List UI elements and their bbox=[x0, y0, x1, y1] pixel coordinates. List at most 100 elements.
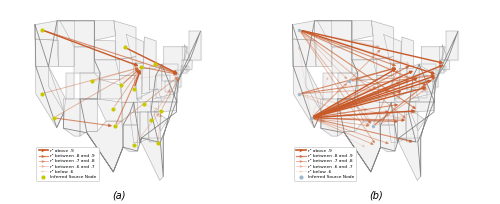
Polygon shape bbox=[384, 34, 401, 63]
Polygon shape bbox=[440, 47, 445, 60]
Polygon shape bbox=[60, 21, 94, 47]
Polygon shape bbox=[292, 21, 314, 40]
Polygon shape bbox=[154, 111, 168, 131]
Polygon shape bbox=[352, 40, 373, 60]
Polygon shape bbox=[377, 75, 395, 102]
Polygon shape bbox=[150, 64, 162, 90]
Legend: r² above .9, r² between .8 and .9, r² between .7 and .8, r² between .6 and .7, r: r² above .9, r² between .8 and .9, r² be… bbox=[36, 147, 98, 181]
Polygon shape bbox=[391, 102, 416, 112]
Polygon shape bbox=[414, 75, 428, 98]
Polygon shape bbox=[57, 21, 74, 66]
Polygon shape bbox=[400, 37, 413, 68]
Polygon shape bbox=[185, 45, 190, 60]
Polygon shape bbox=[440, 61, 450, 70]
Text: (a): (a) bbox=[112, 190, 126, 200]
Polygon shape bbox=[318, 21, 352, 47]
Polygon shape bbox=[176, 81, 178, 89]
Polygon shape bbox=[137, 89, 162, 102]
Polygon shape bbox=[142, 138, 163, 180]
Polygon shape bbox=[164, 47, 186, 75]
Polygon shape bbox=[338, 73, 357, 99]
Polygon shape bbox=[422, 81, 435, 92]
Polygon shape bbox=[398, 112, 406, 143]
Polygon shape bbox=[412, 111, 425, 131]
Polygon shape bbox=[48, 66, 66, 112]
Polygon shape bbox=[380, 102, 395, 125]
Polygon shape bbox=[114, 21, 136, 60]
Polygon shape bbox=[314, 21, 332, 66]
Polygon shape bbox=[35, 39, 58, 66]
Polygon shape bbox=[100, 79, 122, 99]
Polygon shape bbox=[36, 66, 64, 128]
Polygon shape bbox=[344, 121, 380, 172]
Polygon shape bbox=[66, 73, 74, 99]
Polygon shape bbox=[372, 21, 394, 60]
Polygon shape bbox=[394, 89, 419, 102]
Polygon shape bbox=[433, 81, 435, 89]
Polygon shape bbox=[294, 66, 322, 128]
Polygon shape bbox=[94, 21, 116, 40]
Polygon shape bbox=[332, 47, 352, 73]
Polygon shape bbox=[338, 99, 354, 136]
Polygon shape bbox=[126, 34, 144, 63]
Polygon shape bbox=[87, 121, 123, 172]
Polygon shape bbox=[410, 93, 434, 102]
Polygon shape bbox=[422, 47, 444, 75]
Polygon shape bbox=[164, 81, 177, 92]
Polygon shape bbox=[434, 70, 438, 86]
Polygon shape bbox=[306, 66, 323, 112]
Polygon shape bbox=[151, 102, 176, 112]
Polygon shape bbox=[152, 93, 177, 102]
Polygon shape bbox=[80, 73, 100, 99]
Polygon shape bbox=[420, 64, 436, 81]
Polygon shape bbox=[439, 66, 444, 73]
Polygon shape bbox=[162, 64, 178, 81]
Polygon shape bbox=[358, 79, 379, 99]
Polygon shape bbox=[323, 73, 332, 99]
Text: (b): (b) bbox=[370, 190, 383, 200]
Polygon shape bbox=[321, 99, 338, 136]
Polygon shape bbox=[147, 112, 160, 142]
Polygon shape bbox=[97, 99, 122, 121]
Polygon shape bbox=[182, 66, 187, 73]
Polygon shape bbox=[182, 47, 188, 60]
Polygon shape bbox=[94, 60, 120, 79]
Polygon shape bbox=[143, 37, 156, 68]
Polygon shape bbox=[292, 39, 316, 66]
Polygon shape bbox=[390, 63, 400, 99]
Polygon shape bbox=[388, 113, 398, 143]
Polygon shape bbox=[116, 57, 136, 75]
Polygon shape bbox=[142, 68, 150, 94]
Polygon shape bbox=[352, 60, 377, 79]
Polygon shape bbox=[186, 66, 189, 71]
Polygon shape bbox=[182, 61, 192, 70]
Polygon shape bbox=[380, 125, 395, 152]
Polygon shape bbox=[404, 112, 418, 142]
Polygon shape bbox=[74, 47, 94, 73]
Polygon shape bbox=[354, 99, 380, 121]
Polygon shape bbox=[408, 102, 434, 112]
Polygon shape bbox=[407, 64, 420, 90]
Polygon shape bbox=[156, 75, 170, 98]
Polygon shape bbox=[399, 138, 420, 180]
Polygon shape bbox=[444, 66, 446, 71]
Polygon shape bbox=[140, 112, 149, 143]
Polygon shape bbox=[446, 31, 458, 60]
Polygon shape bbox=[122, 102, 138, 125]
Polygon shape bbox=[120, 75, 138, 102]
Polygon shape bbox=[352, 21, 373, 40]
Polygon shape bbox=[64, 99, 80, 136]
Polygon shape bbox=[123, 125, 138, 152]
Polygon shape bbox=[133, 63, 143, 99]
Polygon shape bbox=[130, 113, 140, 143]
Polygon shape bbox=[35, 21, 57, 40]
Polygon shape bbox=[399, 68, 407, 94]
Polygon shape bbox=[176, 70, 180, 86]
Polygon shape bbox=[442, 45, 448, 60]
Polygon shape bbox=[94, 40, 116, 60]
Legend: r² above .9, r² between .8 and .9, r² between .7 and .8, r² between .6 and .7, r: r² above .9, r² between .8 and .9, r² be… bbox=[294, 147, 356, 181]
Polygon shape bbox=[373, 57, 394, 75]
Polygon shape bbox=[134, 102, 158, 112]
Polygon shape bbox=[189, 31, 200, 60]
Polygon shape bbox=[80, 99, 97, 136]
